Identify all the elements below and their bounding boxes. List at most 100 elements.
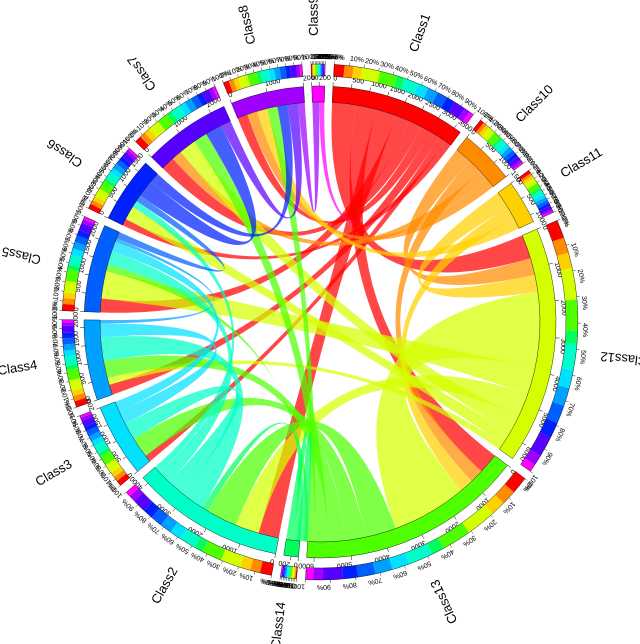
pct-tick [124,492,126,494]
tick [537,228,541,230]
tick [239,544,240,548]
pct-label: 10% [239,571,254,581]
pct-tick [551,206,554,207]
pct-tick [214,84,215,87]
pct-seg [63,298,75,305]
pct-tick [127,146,129,148]
pct-tick [205,88,206,91]
tick [113,441,116,443]
tick [96,408,100,409]
pct-tick [140,133,142,135]
pct-seg [305,568,313,580]
tick [454,125,456,128]
tick [530,213,534,215]
tick [124,184,127,186]
pct-tick [103,466,105,468]
pct-seg [317,64,318,76]
pct-label: 50% [409,70,425,81]
pct-label: 10% [569,242,580,257]
tick [230,100,231,104]
pct-label: 0% [260,576,271,585]
pct-tick [74,234,77,235]
tick [85,274,89,275]
label-Class12: Class12 [600,349,640,369]
pct-tick [572,375,575,376]
pct-tick [196,92,197,95]
pct-label: 50% [416,559,432,571]
pct-label: 20% [576,269,586,284]
pct-tick [71,399,74,400]
pct-seg [323,567,343,580]
pct-tick [545,449,548,450]
pct-tick [93,194,96,195]
pct-label: 0% [560,216,570,228]
tick [89,256,93,257]
pct-seg [344,65,354,78]
pct-seg [319,64,320,76]
pct-tick [573,270,576,271]
tick [483,493,486,496]
pct-label: 80% [553,427,565,443]
chord-diagram: 0200050010001500200025003000350005001000… [0,0,640,644]
pct-seg [314,64,316,76]
pct-seg [62,326,74,333]
pct-label: 60% [572,376,582,391]
pct-tick [133,140,135,142]
pct-tick [553,211,556,212]
pct-tick [155,120,157,122]
pct-tick [491,515,493,517]
tick [523,443,526,445]
tick [539,410,543,411]
pct-seg [318,64,319,76]
tick [467,134,469,137]
tick [123,457,126,459]
pct-tick [540,185,543,187]
pct-tick [448,96,449,99]
pct-seg [313,568,323,580]
tick [84,364,88,365]
pct-tick [545,193,548,194]
pct-tick [136,505,138,507]
pct-tick [188,97,190,100]
pct-tick [254,572,255,575]
pct-tick [271,575,272,578]
pct-tick [66,262,69,263]
pct-tick [473,112,475,114]
pct-tick [100,181,103,183]
pct-tick [78,224,81,225]
pct-tick [523,161,525,163]
pct-label: 80% [342,580,357,589]
tick [387,548,388,552]
pct-tick [71,243,74,244]
pct-tick [530,471,532,473]
pct-tick [556,426,559,427]
tick [388,92,389,96]
pct-tick [95,452,98,454]
tick [422,535,424,539]
tick [204,529,206,533]
pct-tick [238,74,239,77]
tick [351,84,352,88]
pct-tick [525,479,527,481]
tick [134,472,137,475]
pct-label: 60% [392,569,408,580]
pct-seg [323,64,324,76]
tick [177,129,179,132]
pct-tick [66,382,69,383]
pct-tick [64,271,67,272]
pct-tick [109,169,111,171]
pct-tick [549,202,552,203]
pct-seg [63,338,75,345]
pct-tick [87,438,90,439]
tick [370,87,371,91]
pct-label: 90% [317,583,331,591]
label-Class11: Class11 [557,144,604,180]
pct-tick [104,175,106,177]
pct-label: 30% [206,558,222,570]
tick [209,109,211,113]
pct-label: 20% [365,58,380,67]
tick [521,197,524,199]
pct-tick [509,498,511,500]
tick [454,516,456,519]
label-Class13: Class13 [427,577,460,626]
